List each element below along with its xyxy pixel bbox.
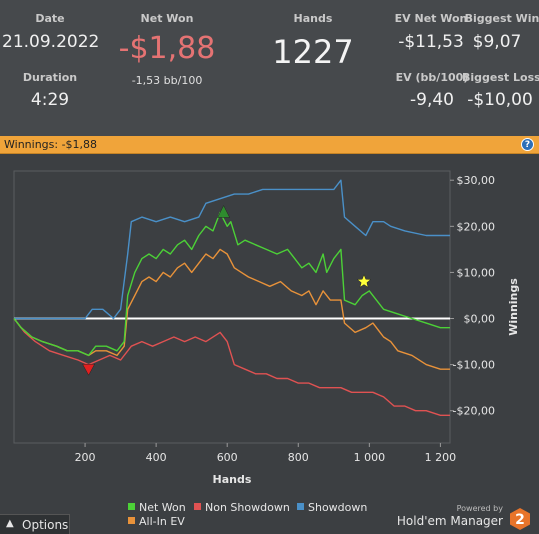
legend-swatch-all-in-ev — [128, 517, 135, 524]
y-tick-label: -$10,00 — [453, 359, 495, 372]
biggest-win-label: Biggest Win — [464, 12, 539, 25]
options-button[interactable]: ▲ Options — [0, 514, 70, 534]
hands-value: 1227 — [272, 33, 354, 71]
bb-per-100-value: -1,53 bb/100 — [131, 74, 203, 87]
ev-bb100-value: -9,40 — [410, 90, 454, 110]
biggest-loss-value: -$10,00 — [467, 90, 533, 110]
x-tick-label: 600 — [217, 451, 238, 464]
marker-triangle-down — [82, 363, 96, 376]
net-won-value: -$1,88 — [118, 31, 216, 66]
marker-star — [356, 273, 372, 288]
session-stats-panel: Date 21.09.2022 Duration 4:29 Net Won -$… — [0, 0, 539, 136]
y-tick-label: $20,00 — [457, 220, 496, 233]
biggest-win-value: $9,07 — [472, 32, 522, 52]
y-tick-label: $30,00 — [457, 174, 496, 187]
winnings-chart-svg: 200 400 600 800 1 000 1 200 $30,00 $20,00 $10,00… — [13, 170, 520, 486]
y-tick-label: -$20,00 — [453, 405, 495, 418]
legend-item-showdown[interactable]: Showdown — [297, 501, 367, 514]
legend-label-non-showdown: Non Showdown — [205, 501, 290, 514]
brand-name: Hold'em Manager — [396, 514, 503, 528]
ev-bb100-label: EV (bb/100) — [395, 71, 469, 84]
ev-net-won-label: EV Net Won — [394, 12, 468, 25]
biggest-loss-label: Biggest Loss — [462, 71, 539, 84]
x-axis-label: Hands — [213, 473, 252, 486]
duration-label: Duration — [22, 71, 78, 84]
help-icon[interactable]: ? — [521, 138, 534, 151]
y-tick-label: $10,00 — [457, 266, 496, 279]
plot-area — [13, 170, 451, 444]
options-label: Options — [22, 518, 69, 532]
y-axis-label: Winnings — [507, 278, 520, 336]
x-tick-label: 1 000 — [354, 451, 386, 464]
x-tick-label: 400 — [146, 451, 167, 464]
marker-triangle-up — [217, 204, 231, 218]
series-line-showdown — [14, 179, 450, 320]
x-tick-label: 1 200 — [425, 451, 457, 464]
x-tick-label: 800 — [288, 451, 309, 464]
duration-value: 4:29 — [30, 90, 70, 110]
date-label: Date — [35, 12, 65, 25]
net-won-label: Net Won — [140, 12, 194, 25]
winnings-chart: 200 400 600 800 1 000 1 200 $30,00 $20,00 $10,00… — [0, 155, 539, 505]
legend-swatch-net-won — [128, 503, 135, 510]
date-value: 21.09.2022 — [2, 32, 100, 52]
winnings-bar-text: Winnings: -$1,88 — [4, 138, 98, 151]
legend-label-net-won: Net Won — [139, 501, 186, 514]
x-tick-label: 200 — [75, 451, 96, 464]
legend-item-net-won[interactable]: Net Won — [128, 501, 186, 514]
legend-swatch-showdown — [297, 503, 304, 510]
series-line-net-won — [13, 211, 450, 357]
legend-item-all-in-ev[interactable]: All-In EV — [128, 515, 185, 528]
ev-net-won-value: -$11,53 — [398, 32, 464, 52]
hm-logo-text: 2 — [515, 512, 525, 528]
hm-logo-icon: 2 — [510, 508, 530, 530]
legend-label-all-in-ev: All-In EV — [139, 515, 185, 528]
powered-by-text: Powered by — [456, 504, 503, 513]
y-tick-label: $0,00 — [464, 313, 496, 326]
hands-label: Hands — [293, 12, 333, 25]
winnings-bar: Winnings: -$1,88 ? — [0, 136, 539, 154]
chevron-up-icon: ▲ — [6, 518, 14, 529]
legend-swatch-non-showdown — [194, 503, 201, 510]
legend-label-showdown: Showdown — [308, 501, 368, 514]
series-line-non-showdown — [13, 318, 450, 416]
series-line-all-in-ev — [13, 248, 450, 370]
legend-item-non-showdown[interactable]: Non Showdown — [194, 501, 290, 514]
